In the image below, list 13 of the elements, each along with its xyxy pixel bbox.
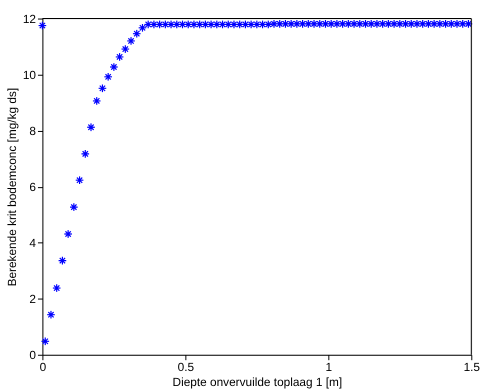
x-axis-title: Diepte onvervuilde toplaag 1 [m]	[172, 374, 342, 389]
x-tick-label: 1	[326, 360, 332, 374]
y-tick-label: 2	[29, 292, 36, 306]
x-tick-label: 0.5	[178, 360, 194, 374]
y-tick-label: 4	[29, 236, 36, 250]
y-tick-label: 8	[29, 124, 36, 138]
y-tick-label: 10	[22, 68, 36, 82]
y-tick-label: 0	[29, 348, 36, 362]
x-tick-label: 1.5	[464, 360, 480, 374]
x-tick-label: 0	[40, 360, 47, 374]
y-tick-label: 6	[29, 180, 36, 194]
y-tick-label: 12	[22, 12, 36, 26]
y-axis-title: Berekende krit bodemconc [mg/kg ds]	[4, 88, 19, 286]
